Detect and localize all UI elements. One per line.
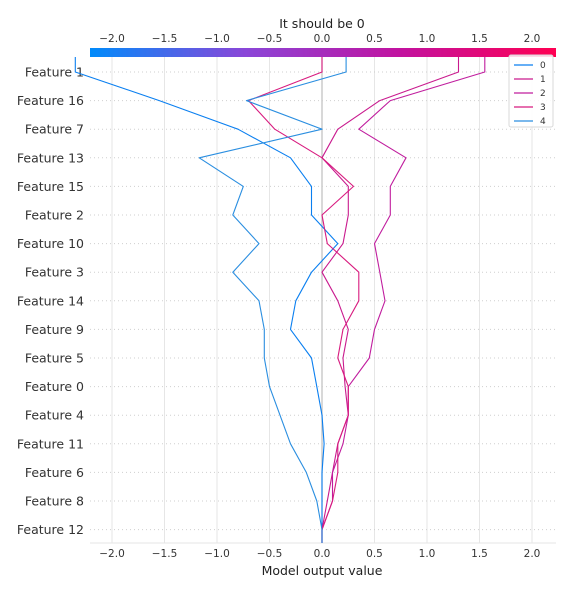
legend-entry: 2 — [540, 89, 546, 99]
legend-entry: 3 — [540, 103, 546, 113]
top-axis-ticks: −2.0 −1.5 −1.0 −0.5 0.0 0.5 1.0 1.5 2.0 — [99, 33, 540, 45]
bottom-tick-label: −0.5 — [257, 548, 283, 560]
legend-entry: 4 — [540, 117, 546, 127]
feature-label: Feature 10 — [17, 236, 84, 251]
feature-label: Feature 13 — [17, 150, 84, 165]
chart-title: It should be 0 — [279, 16, 365, 31]
feature-label: Feature 15 — [17, 179, 84, 194]
top-tick-label: 1.0 — [419, 33, 436, 45]
series-line-4 — [198, 57, 347, 543]
feature-label: Feature 9 — [25, 322, 84, 337]
legend-entry: 0 — [540, 61, 546, 71]
colorbar — [90, 48, 556, 57]
x-axis-label: Model output value — [262, 563, 383, 578]
colorbar-gradient — [90, 48, 556, 57]
series-line-1 — [321, 57, 460, 543]
top-tick-label: −0.5 — [257, 33, 283, 45]
bottom-tick-label: −2.0 — [99, 548, 125, 560]
feature-label: Feature 8 — [25, 494, 84, 509]
series-line-3 — [247, 57, 360, 543]
feature-label: Feature 0 — [25, 379, 84, 394]
bottom-tick-label: 2.0 — [524, 548, 541, 560]
top-tick-label: −1.5 — [152, 33, 178, 45]
feature-label: Feature 2 — [25, 208, 84, 223]
top-tick-label: 0.5 — [366, 33, 383, 45]
bottom-tick-label: −1.5 — [152, 548, 178, 560]
top-tick-label: 2.0 — [524, 33, 541, 45]
feature-label: Feature 12 — [17, 522, 84, 537]
legend-frame — [508, 54, 554, 128]
top-tick-label: 1.5 — [471, 33, 488, 45]
feature-label: Feature 5 — [25, 351, 84, 366]
bottom-axis-ticks: −2.0 −1.5 −1.0 −0.5 0.0 0.5 1.0 1.5 2.0 — [99, 548, 540, 560]
bottom-tick-label: 1.5 — [471, 548, 488, 560]
bottom-tick-label: 0.5 — [366, 548, 383, 560]
feature-label: Feature 6 — [25, 465, 84, 480]
feature-label: Feature 11 — [17, 436, 84, 451]
feature-label: Feature 1 — [25, 65, 84, 80]
feature-label: Feature 14 — [17, 293, 84, 308]
series-lines — [74, 57, 486, 543]
top-tick-label: −2.0 — [99, 33, 125, 45]
feature-labels: Feature 1 Feature 16 Feature 7 Feature 13 Fe… — [17, 65, 84, 538]
series-line-2 — [321, 57, 486, 543]
feature-label: Feature 16 — [17, 93, 84, 108]
series-line-0 — [74, 57, 339, 543]
gridlines — [90, 57, 556, 544]
feature-label: Feature 4 — [25, 408, 84, 423]
legend-entry: 1 — [540, 75, 546, 85]
bottom-tick-label: 0.0 — [314, 548, 331, 560]
feature-label: Feature 3 — [25, 265, 84, 280]
top-tick-label: 0.0 — [314, 33, 331, 45]
bottom-tick-label: 1.0 — [419, 548, 436, 560]
top-tick-label: −1.0 — [204, 33, 230, 45]
bottom-tick-label: −1.0 — [204, 548, 230, 560]
feature-label: Feature 7 — [25, 122, 84, 137]
legend: 0 1 2 3 4 — [508, 54, 554, 128]
